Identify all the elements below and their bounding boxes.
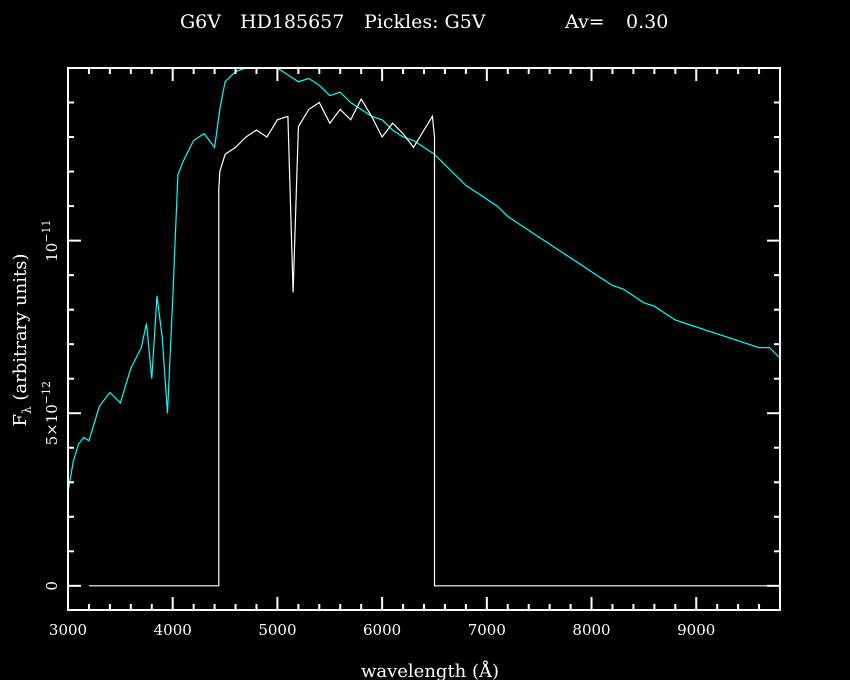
y-axis-label-units: (arbitrary units) — [10, 254, 31, 407]
x-tick-label: 3000 — [49, 621, 87, 639]
title-pickles-match: Pickles: G5V — [364, 11, 486, 33]
x-tick-label: 4000 — [154, 621, 192, 639]
x-axis-tick-labels: 3000 4000 5000 6000 7000 8000 9000 — [49, 621, 715, 639]
title-av-value: 0.30 — [626, 11, 668, 33]
title-av-label: Av= — [564, 11, 605, 33]
x-axis-label: wavelength (Å) — [361, 660, 499, 680]
x-tick-label: 7000 — [468, 621, 506, 639]
observed-spectrum-line — [88, 97, 780, 587]
y-tick-label: 5×10−12 — [40, 381, 61, 445]
y-tick-label: 10−11 — [40, 219, 61, 261]
y-axis-label-lambda-subscript: λ — [20, 406, 34, 414]
y-axis-label: Fλ (arbitrary units) — [10, 254, 34, 427]
y-axis-tick-labels: 0 5×10−12 10−11 — [40, 219, 61, 590]
x-axis-ticks — [87, 68, 761, 610]
y-axis-ticks — [68, 101, 780, 587]
x-tick-label: 5000 — [258, 621, 296, 639]
x-tick-label: 6000 — [363, 621, 401, 639]
x-tick-label: 9000 — [677, 621, 715, 639]
x-tick-label: 8000 — [572, 621, 610, 639]
y-axis-label-f: F — [10, 414, 31, 427]
pickles-template-spectrum-line — [67, 67, 781, 493]
title-spectral-type: G6V — [180, 11, 221, 33]
title-star-name: HD185657 — [240, 11, 344, 33]
y-tick-label: 0 — [43, 581, 61, 591]
